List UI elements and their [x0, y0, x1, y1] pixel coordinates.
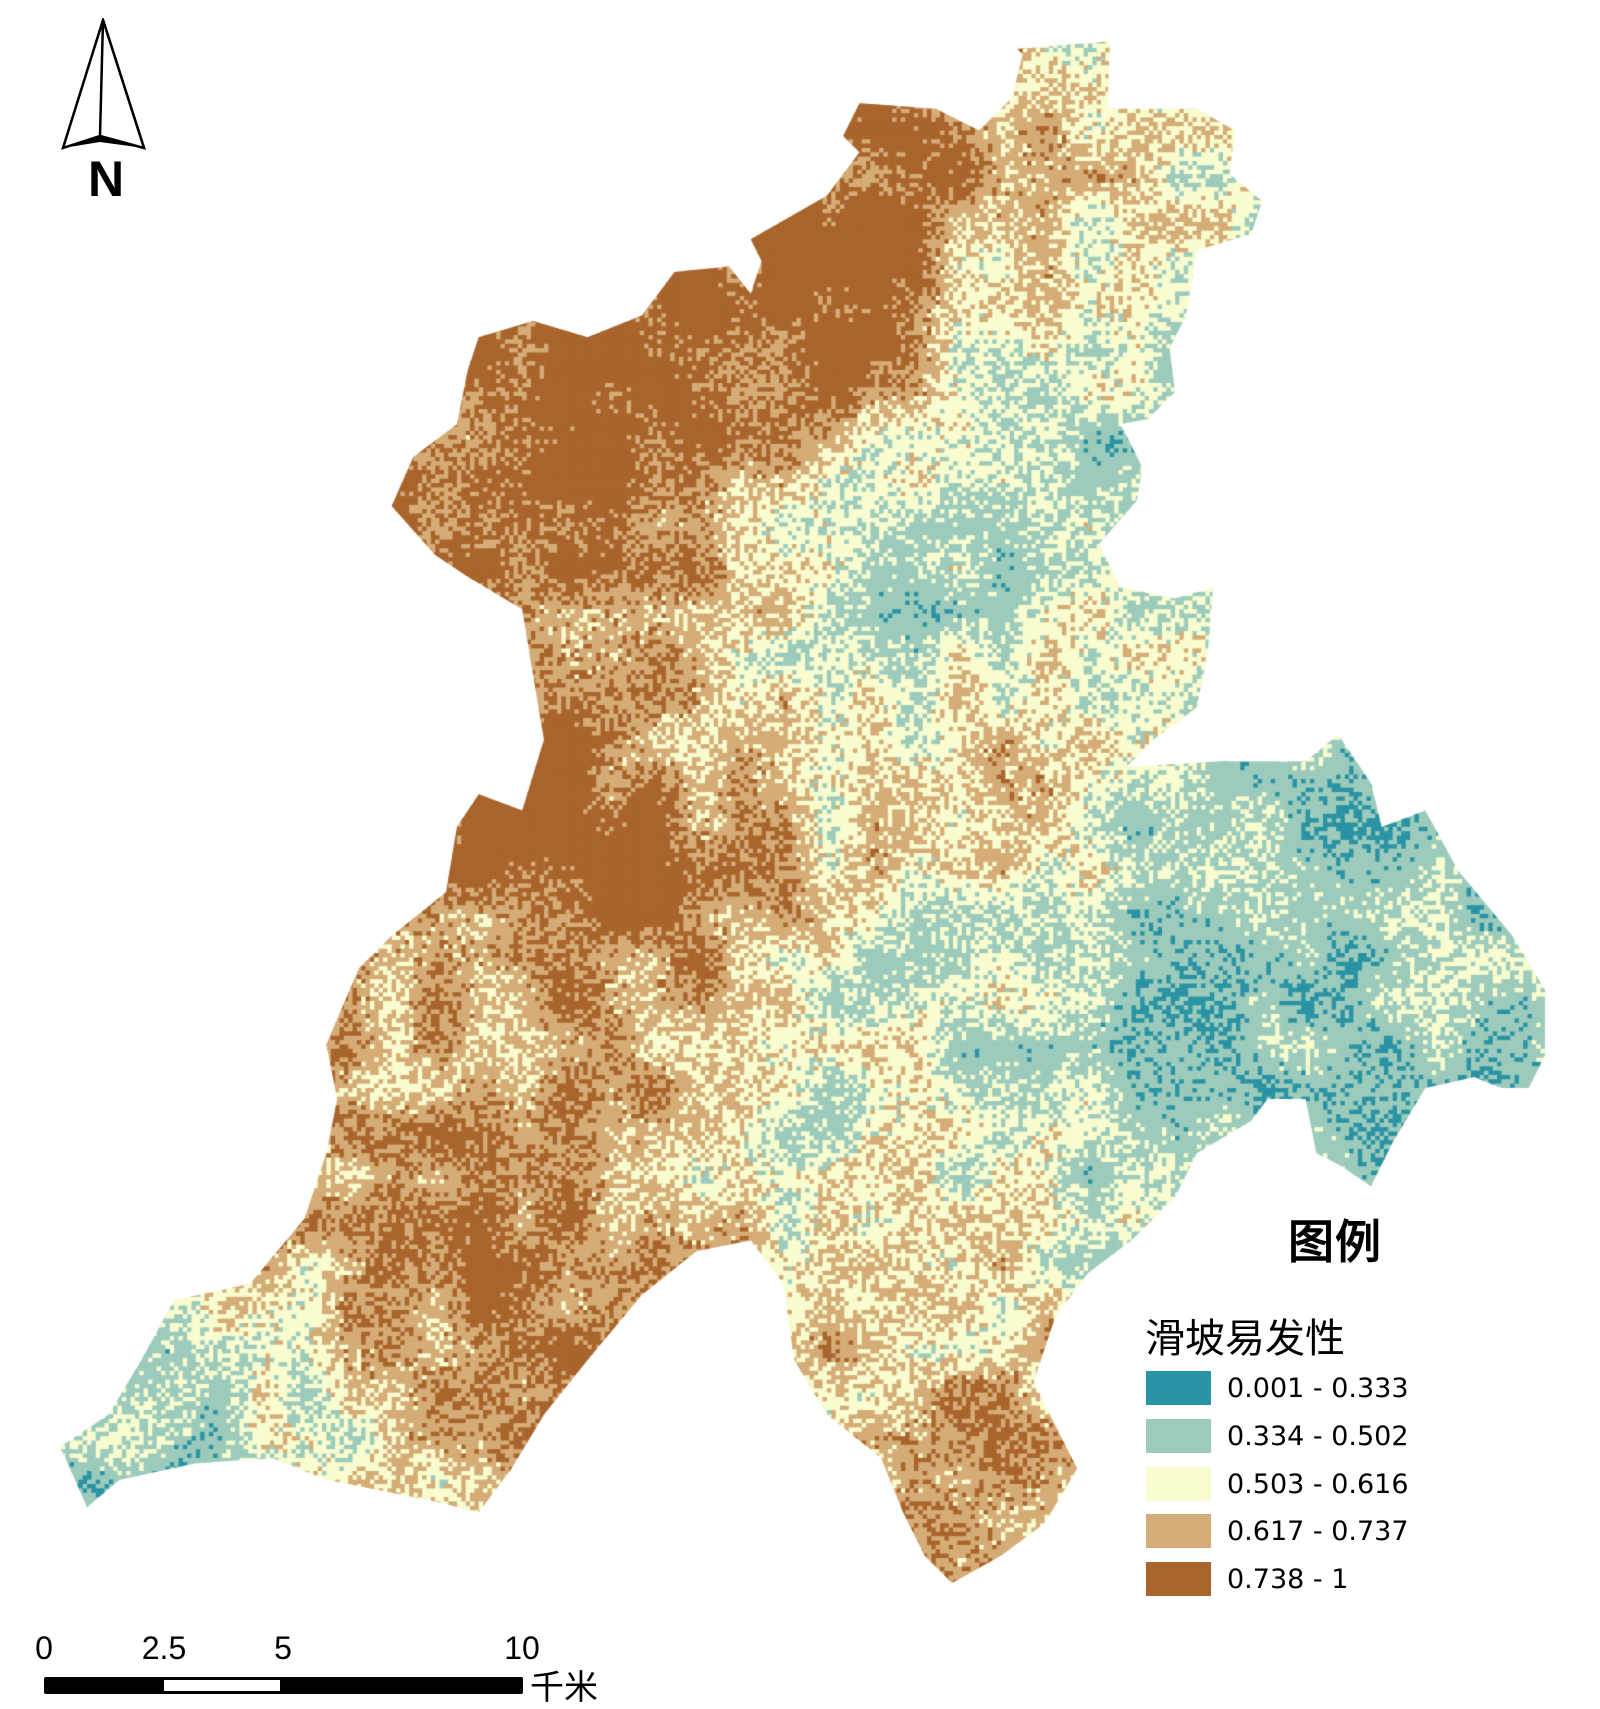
legend-item: 0.001 - 0.333	[1146, 1371, 1409, 1405]
scale-bar-segment	[164, 1680, 280, 1691]
legend-label: 0.738 - 1	[1227, 1563, 1349, 1595]
north-label: N	[88, 151, 125, 207]
scale-tick-label: 2.5	[141, 1630, 187, 1666]
legend-swatch	[1146, 1514, 1211, 1548]
scale-tick-label: 0	[35, 1630, 53, 1666]
legend-label: 0.503 - 0.616	[1227, 1468, 1409, 1500]
legend-swatch	[1146, 1419, 1211, 1453]
legend-label: 0.001 - 0.333	[1227, 1372, 1409, 1404]
legend-label: 0.617 - 0.737	[1227, 1515, 1409, 1547]
scale-bar	[44, 1677, 523, 1694]
north-arrow-icon	[61, 18, 146, 150]
scale-tick-label: 5	[274, 1630, 292, 1666]
legend-label: 0.334 - 0.502	[1227, 1420, 1409, 1452]
legend-item: 0.738 - 1	[1146, 1562, 1348, 1596]
legend-swatch	[1146, 1467, 1211, 1501]
legend-item: 0.617 - 0.737	[1146, 1514, 1409, 1548]
scale-unit: 千米	[530, 1668, 598, 1708]
scale-tick-label: 10	[504, 1630, 540, 1666]
legend-item: 0.503 - 0.616	[1146, 1467, 1409, 1501]
legend-swatch	[1146, 1562, 1211, 1596]
legend-heading: 图例	[1288, 1215, 1382, 1269]
legend-item: 0.334 - 0.502	[1146, 1419, 1409, 1453]
legend-swatch	[1146, 1371, 1211, 1405]
legend-title: 滑坡易发性	[1145, 1316, 1345, 1362]
